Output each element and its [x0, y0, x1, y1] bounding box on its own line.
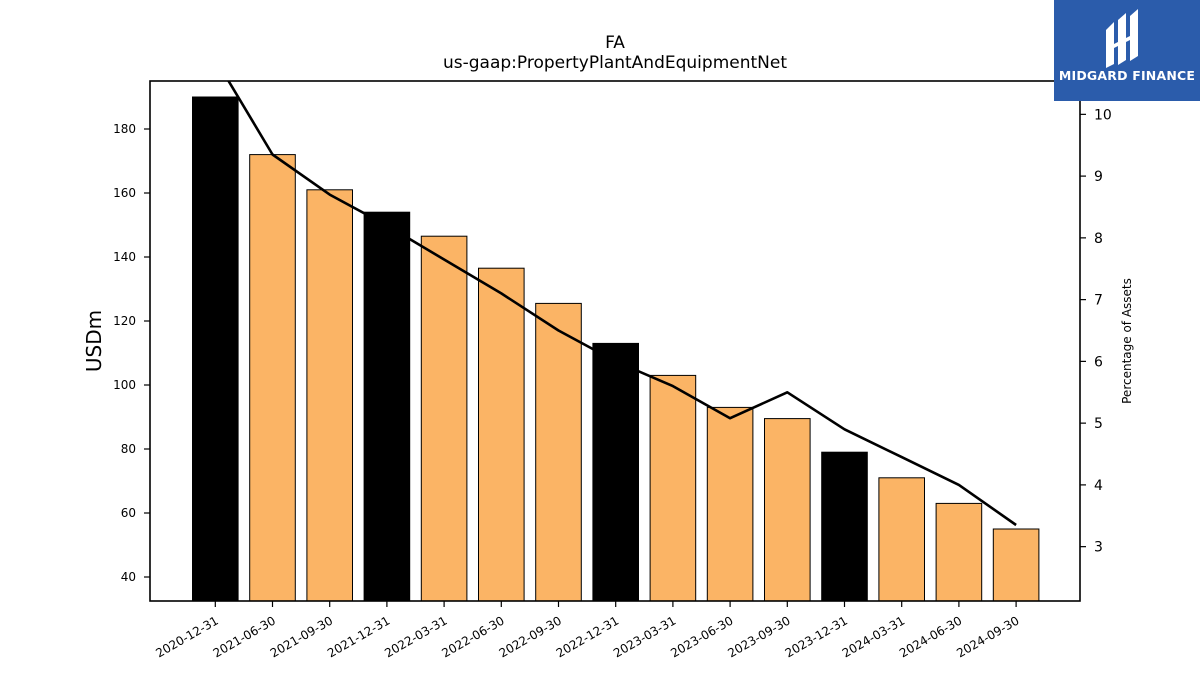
bar [649, 374, 697, 602]
y-tick-label: 40 [121, 570, 136, 584]
x-tick-label: 2022-03-31 [382, 613, 449, 660]
x-tick-label: 2020-12-31 [153, 613, 220, 660]
midgard-logo-icon [1106, 9, 1138, 68]
y2-tick-label: 4 [1094, 478, 1103, 494]
brand-logo: MIDGARD FINANCE [1054, 0, 1200, 101]
x-tick-label: 2024-03-31 [840, 613, 907, 660]
bar [992, 528, 1040, 602]
plot-frame [149, 80, 1081, 602]
y-tick-label: 80 [121, 442, 136, 456]
bar [192, 96, 239, 602]
chart-subtitle: us-gaap:PropertyPlantAndEquipmentNet [443, 53, 787, 73]
bar [306, 189, 353, 602]
x-tick-label: 2023-09-30 [725, 613, 792, 660]
x-tick-label: 2024-06-30 [897, 613, 964, 660]
logo-text: MIDGARD FINANCE [1058, 68, 1196, 83]
percentage-line [227, 81, 1017, 527]
y-tick-label: 160 [113, 186, 136, 200]
y-axis-label: USDm [82, 310, 106, 372]
x-tick-label: 2022-12-31 [554, 613, 621, 660]
bar [821, 451, 868, 602]
x-tick-label: 2022-09-30 [497, 613, 564, 660]
bar [363, 211, 411, 602]
bar-group [192, 96, 1040, 602]
y-tick-label: 180 [113, 122, 136, 136]
y2-tick-label: 3 [1094, 540, 1103, 556]
y2-tick-label: 5 [1094, 416, 1103, 432]
line-layer [227, 81, 1017, 527]
bar [706, 406, 754, 602]
x-tick-label: 2024-09-30 [954, 613, 1021, 660]
bar [878, 477, 926, 602]
x-tick-label: 2021-06-30 [211, 613, 278, 660]
y-tick-label: 60 [121, 506, 136, 520]
bar [420, 235, 468, 602]
y-tick-label: 140 [113, 250, 136, 264]
bar [249, 154, 296, 602]
bar [935, 502, 983, 602]
x-tick-label: 2023-06-30 [668, 613, 735, 660]
x-tick-label: 2022-06-30 [439, 613, 506, 660]
y2-tick-label: 6 [1094, 354, 1103, 370]
y2-axis-label: Percentage of Assets [1120, 278, 1134, 404]
bar [478, 267, 525, 602]
x-tick-label: 2023-03-31 [611, 613, 678, 660]
bar [764, 418, 811, 602]
chart-title: FA [605, 33, 625, 53]
bar [592, 342, 640, 602]
y2-tick-label: 7 [1094, 293, 1103, 309]
x-tick-label: 2021-12-31 [325, 613, 392, 660]
y2-tick-label: 9 [1094, 169, 1103, 185]
y-tick-label: 100 [113, 378, 136, 392]
bar [535, 302, 582, 602]
y-tick-label: 120 [113, 314, 136, 328]
x-tick-label: 2023-12-31 [783, 613, 850, 660]
y2-tick-label: 8 [1094, 231, 1103, 247]
x-tick-label: 2021-09-30 [268, 613, 335, 660]
y2-tick-label: 10 [1094, 107, 1112, 123]
